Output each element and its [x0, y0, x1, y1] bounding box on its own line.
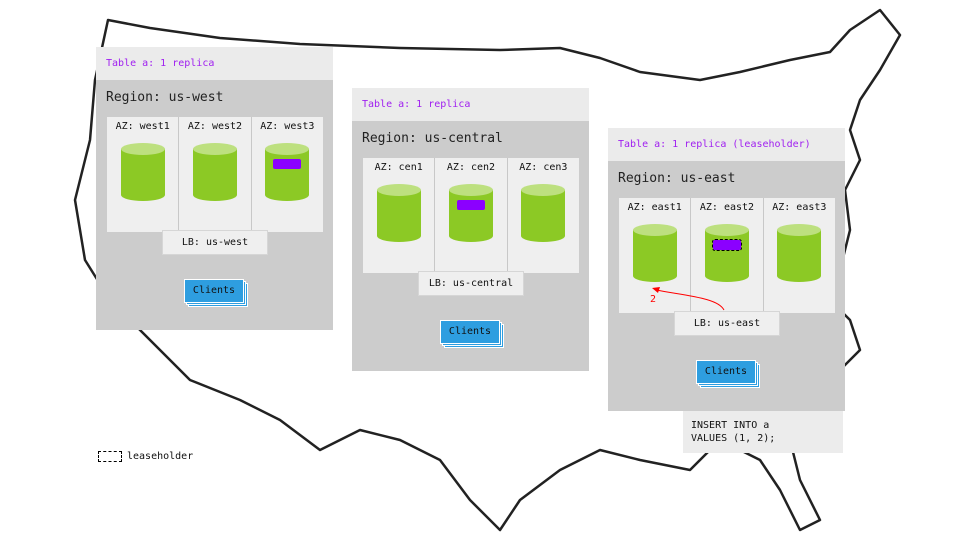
- legend-label: leaseholder: [127, 451, 194, 462]
- table-label: Table a: 1 replica: [96, 47, 333, 80]
- availability-zone: AZ: cen1: [363, 158, 436, 273]
- load-balancer: LB: us-central: [418, 271, 524, 296]
- availability-zone: AZ: west2: [179, 117, 252, 232]
- az-container: AZ: west1 AZ: west2 AZ: west3: [107, 117, 323, 232]
- replica: [456, 200, 485, 210]
- legend: leaseholder: [98, 451, 193, 462]
- database-node-icon: [120, 143, 165, 207]
- az-label: AZ: cen3: [519, 162, 568, 173]
- az-label: AZ: west3: [260, 121, 315, 132]
- table-label: Table a: 1 replica (leaseholder): [608, 128, 845, 161]
- database-node-icon: [265, 143, 310, 207]
- database-node-icon: [448, 184, 493, 248]
- availability-zone: AZ: east1: [619, 198, 692, 313]
- az-label: AZ: east1: [627, 202, 682, 213]
- region-panel: Table a: 1 replica Region: us-central AZ…: [352, 88, 589, 371]
- availability-zone: AZ: west1: [107, 117, 180, 232]
- availability-zone: AZ: east2: [691, 198, 764, 313]
- replica: [273, 159, 302, 169]
- leaseholder-legend-icon: [98, 451, 122, 462]
- region-label: Region: us-west: [106, 90, 224, 105]
- az-label: AZ: east3: [772, 202, 827, 213]
- leaseholder-replica: [711, 239, 742, 251]
- az-label: AZ: west2: [187, 121, 243, 132]
- clients-button[interactable]: Clients: [440, 320, 504, 348]
- region-label: Region: us-central: [362, 131, 503, 146]
- availability-zone: AZ: west3: [252, 117, 323, 232]
- region-panel: Table a: 1 replica Region: us-west AZ: w…: [96, 47, 333, 330]
- az-label: AZ: cen1: [374, 162, 423, 173]
- availability-zone: AZ: east3: [764, 198, 835, 313]
- database-node-icon: [521, 184, 566, 248]
- availability-zone: AZ: cen3: [508, 158, 579, 273]
- database-node-icon: [376, 184, 421, 248]
- az-label: AZ: east2: [699, 202, 755, 213]
- region-label: Region: us-east: [618, 171, 736, 186]
- az-container: AZ: east1 AZ: east2 AZ: east3: [619, 198, 835, 313]
- table-label: Table a: 1 replica: [352, 88, 589, 121]
- sql-statement: INSERT INTO a VALUES (1, 2);: [683, 411, 843, 453]
- az-label: AZ: cen2: [446, 162, 496, 173]
- clients-button[interactable]: Clients: [184, 279, 248, 307]
- availability-zone: AZ: cen2: [435, 158, 508, 273]
- clients-button[interactable]: Clients: [696, 360, 760, 388]
- database-node-icon: [777, 224, 822, 288]
- region-panel: Table a: 1 replica (leaseholder) Region:…: [608, 128, 845, 411]
- load-balancer: LB: us-west: [162, 230, 268, 255]
- arrow-label: 2: [650, 294, 656, 305]
- database-node-icon: [192, 143, 237, 207]
- request-arrow: 2: [650, 287, 725, 311]
- database-node-icon: [632, 224, 677, 288]
- database-node-icon: [704, 224, 749, 288]
- az-label: AZ: west1: [115, 121, 170, 132]
- az-container: AZ: cen1 AZ: cen2 AZ: cen3: [363, 158, 579, 273]
- load-balancer: LB: us-east: [674, 311, 780, 336]
